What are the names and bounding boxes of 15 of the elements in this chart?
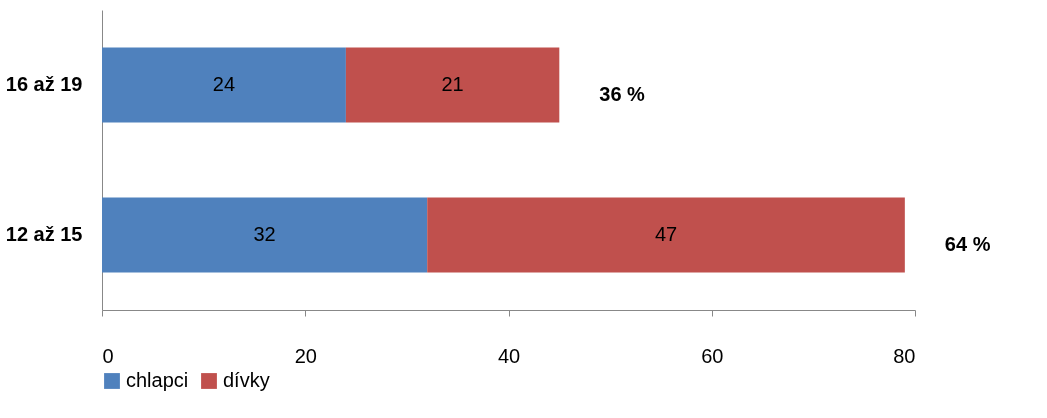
- x-tick-label: 40: [497, 344, 521, 367]
- y-tick-label: 12 až 15: [5, 223, 83, 245]
- text: 64 %: [944, 233, 991, 255]
- legend-label: chlapci: [126, 369, 189, 391]
- x-tick-label: 80: [893, 344, 916, 367]
- data-label: 24: [212, 73, 236, 95]
- y-tick-label: 16 až 19: [5, 73, 83, 95]
- x-tick-label: 60: [701, 344, 724, 367]
- data-label: 32: [253, 223, 276, 245]
- x-tick-label: 20: [294, 344, 317, 367]
- legend-label: dívky: [223, 369, 270, 391]
- data-label: 47: [654, 223, 678, 245]
- data-label: 21: [441, 73, 464, 95]
- x-tick-label: 0: [102, 344, 114, 367]
- annotation: 36 %: [599, 83, 646, 105]
